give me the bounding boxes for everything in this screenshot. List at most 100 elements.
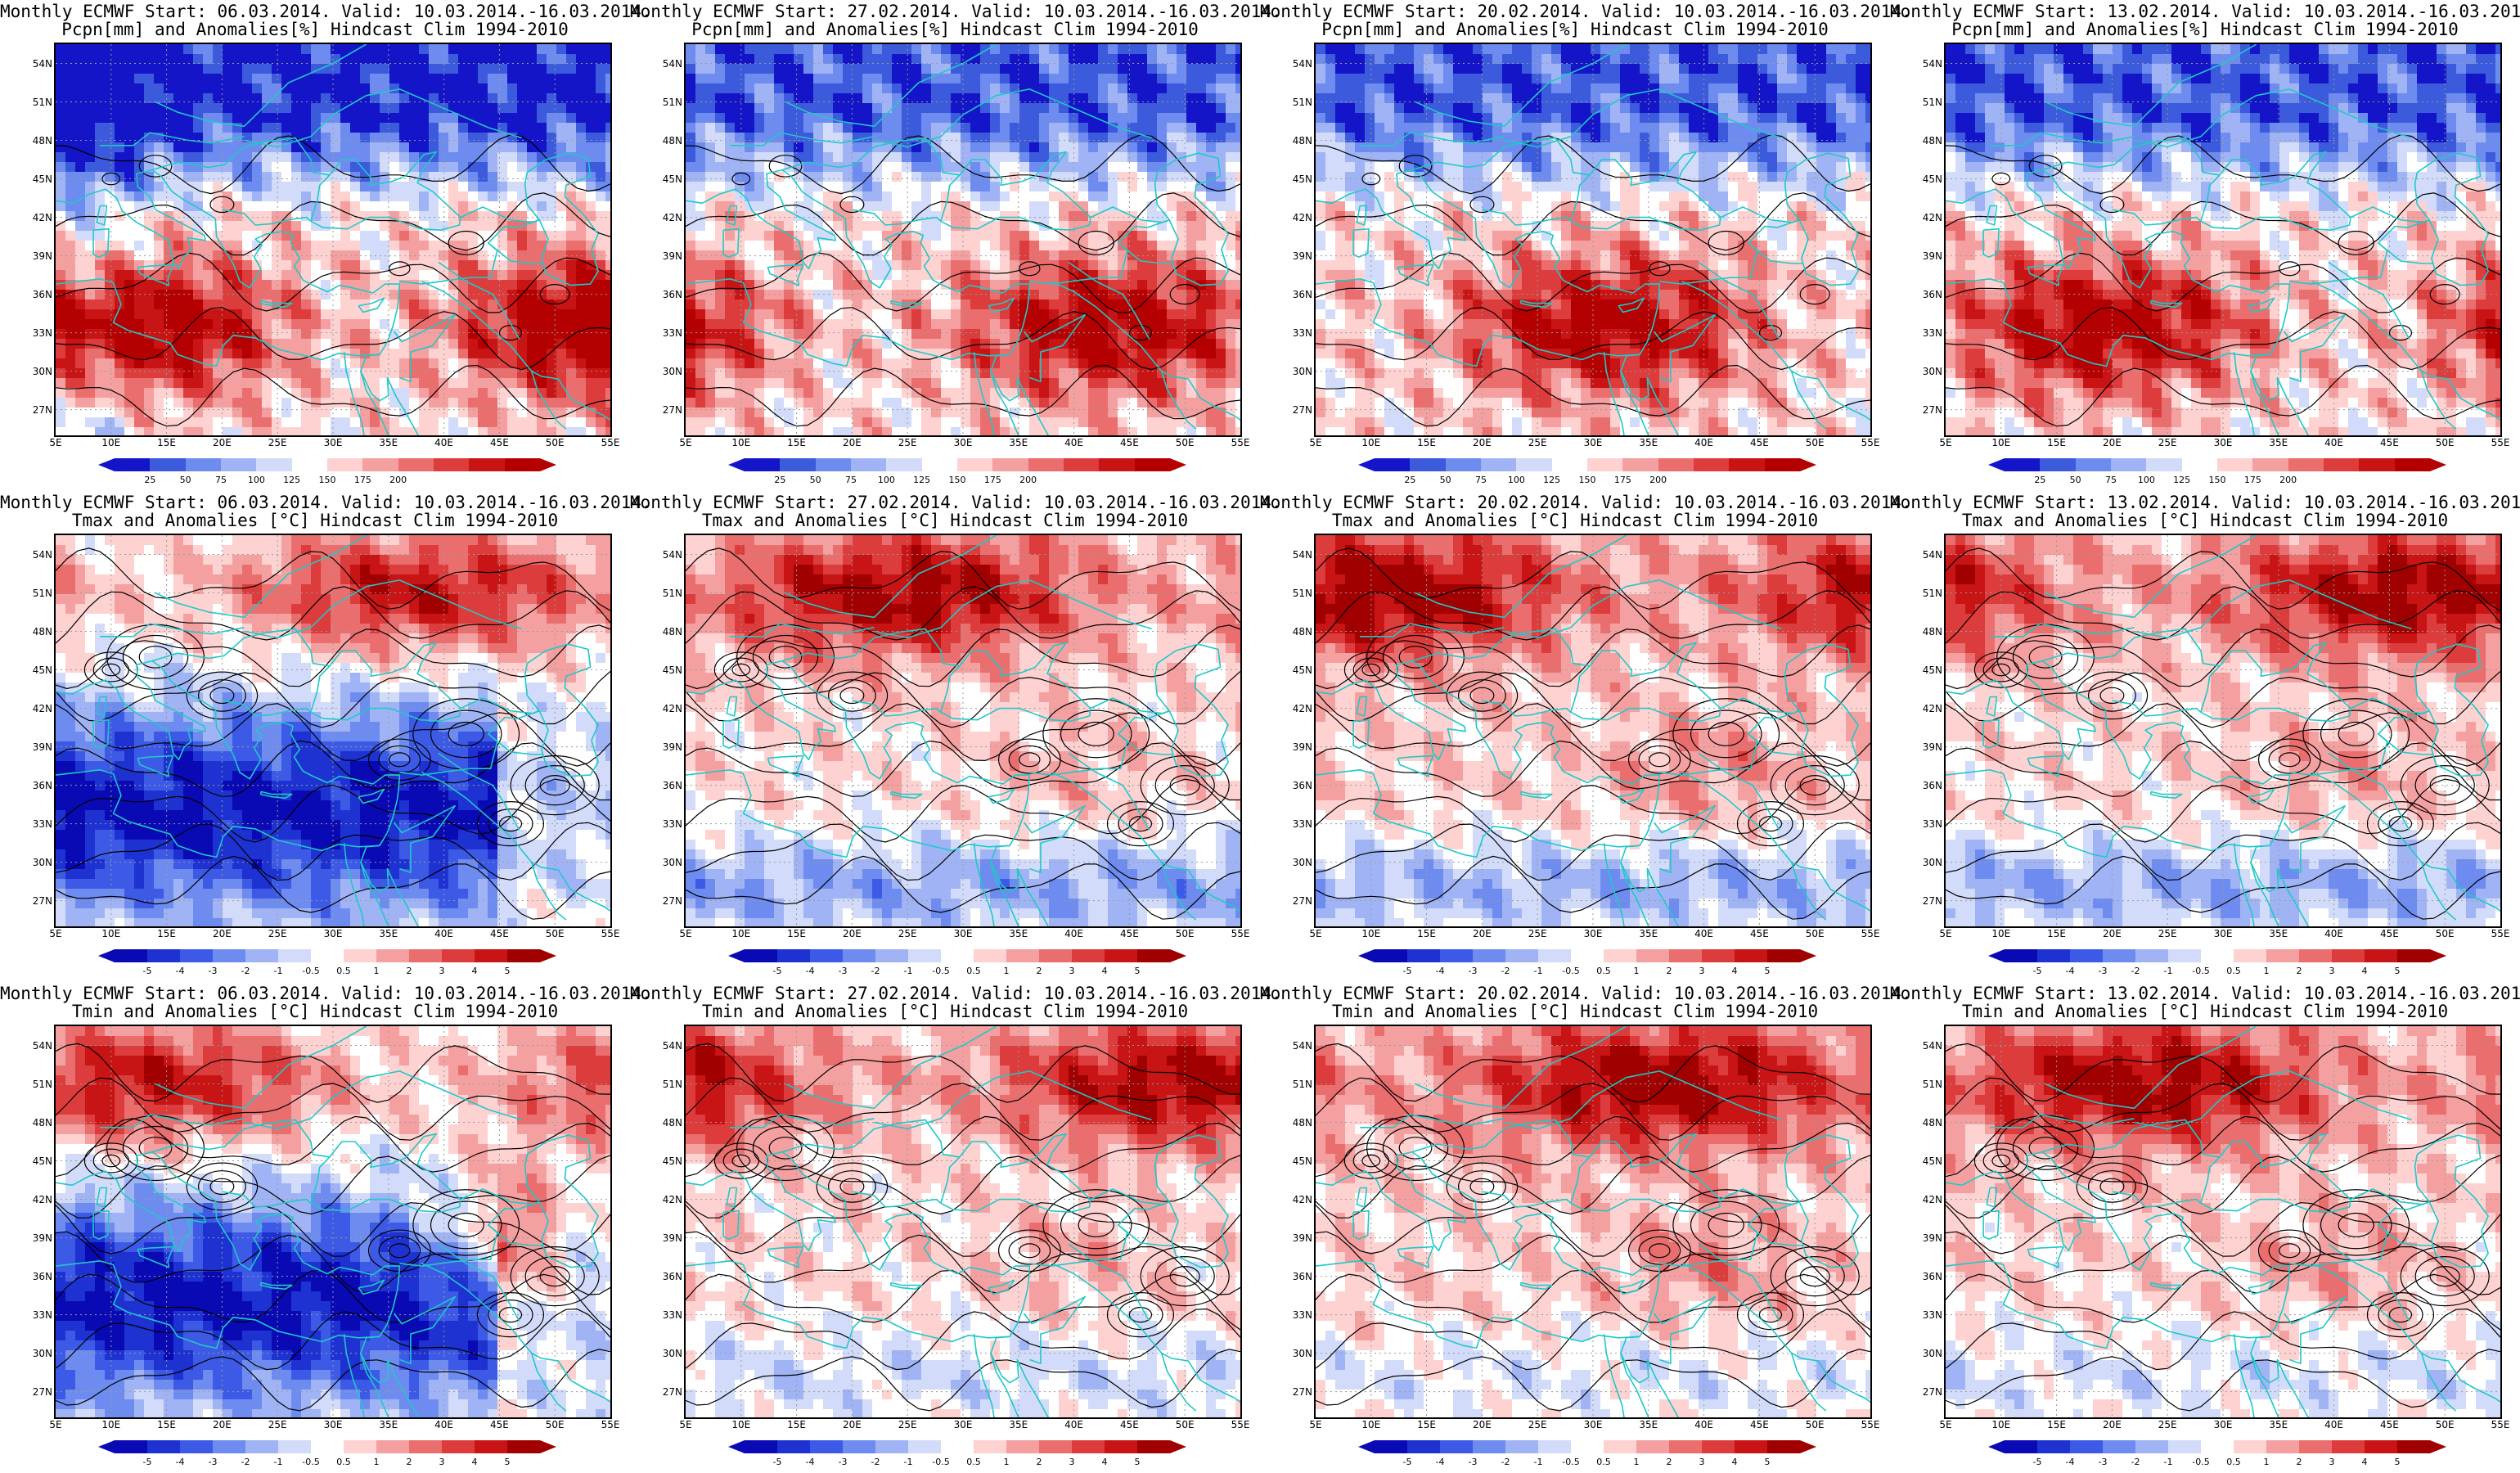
lat-tick-label: 51N [7, 97, 52, 107]
lat-tick-label: 27N [1897, 1387, 1942, 1397]
panel-variable-title: Tmax and Anomalies [°C] Hindcast Clim 19… [630, 511, 1260, 530]
lat-tick-label: 51N [7, 588, 52, 598]
lon-tick-label: 45E [1113, 437, 1145, 448]
anomaly-shading [56, 44, 610, 435]
colorbar-cell [2299, 1440, 2332, 1453]
colorbar-label: 75 [215, 475, 227, 485]
lat-tick-label: 42N [637, 704, 682, 714]
lat-tick-label: 54N [7, 1041, 52, 1051]
anomaly-map-canvas [686, 1026, 1240, 1417]
lat-tick-label: 51N [637, 588, 682, 598]
lon-tick-label: 10E [1355, 1419, 1388, 1430]
colorbar-cell [245, 949, 278, 962]
colorbar-cell [376, 949, 409, 962]
lon-tick-label: 35E [1002, 928, 1035, 939]
lon-tick-label: 30E [947, 1419, 979, 1430]
forecast-panel: Monthly ECMWF Start: 20.02.2014. Valid: … [1260, 982, 1912, 1473]
colorbar-cell [1099, 458, 1135, 471]
colorbar-cell [843, 949, 875, 962]
colorbar-label: 1 [1004, 966, 1010, 976]
colorbar-cell [2266, 949, 2299, 962]
lon-tick-label: 20E [205, 928, 238, 939]
colorbar-label: 4 [2362, 966, 2368, 976]
lon-tick-label: 55E [1854, 1419, 1887, 1430]
climatology-contours [1946, 134, 2500, 427]
colorbar-cell [1586, 458, 1623, 471]
lon-tick-label: 35E [372, 928, 405, 939]
lon-tick-label: 50E [538, 928, 571, 939]
colorbar-label: -3 [209, 1457, 218, 1467]
lat-tick-label: 45N [1267, 665, 1312, 675]
coastlines [1316, 1026, 1870, 1417]
colorbar-cell [1039, 1440, 1072, 1453]
lon-tick-label: 30E [317, 1419, 349, 1430]
lon-tick-label: 35E [1002, 1419, 1035, 1430]
colorbar-cells [1375, 949, 1800, 962]
colorbar-left-cap [1988, 1440, 2005, 1453]
colorbar-label: -1 [904, 966, 913, 976]
colorbar-label: 2 [2297, 1457, 2302, 1467]
coastlines [1946, 1026, 2500, 1417]
panel-header-title: Monthly ECMWF Start: 20.02.2014. Valid: … [1260, 984, 1912, 1003]
lat-tick-label: 33N [1897, 1310, 1942, 1320]
lat-tick-label: 51N [1897, 1079, 1942, 1089]
colorbar-cell [908, 949, 941, 962]
colorbar-cell [2005, 949, 2037, 962]
lat-tick-label: 54N [637, 550, 682, 560]
colorbar-label: -4 [806, 966, 815, 976]
colorbar-label: 3 [439, 1457, 445, 1467]
climatology-contours [1316, 1043, 1870, 1412]
lat-tick-label: 39N [1897, 742, 1942, 752]
lon-tick-label: 5E [669, 928, 702, 939]
colorbar-label: 5 [2395, 1457, 2401, 1467]
colorbar: 25 50 75 100 125 150 175 200 [1988, 458, 2446, 491]
colorbar-label: 5 [1135, 1457, 1141, 1467]
lon-tick-label: 50E [538, 1419, 571, 1430]
colorbar: -5 -4 -3 -2 -1 -0.5 0.5 1 2 3 4 5 [98, 1440, 556, 1473]
panel-header-title: Monthly ECMWF Start: 27.02.2014. Valid: … [630, 2, 1282, 21]
colorbar-label: -4 [1436, 966, 1445, 976]
lat-lon-grid [1316, 44, 1870, 435]
anomaly-map-canvas [686, 535, 1240, 926]
lon-tick-label: 10E [725, 1419, 758, 1430]
colorbar-cell [2323, 458, 2360, 471]
lat-tick-label: 54N [7, 550, 52, 560]
lat-tick-label: 42N [637, 1195, 682, 1205]
lat-tick-label: 45N [7, 1156, 52, 1166]
coastlines [1316, 535, 1870, 926]
colorbar-cell [326, 458, 363, 471]
lat-lon-grid [1316, 1026, 1870, 1417]
lat-tick-label: 48N [637, 1118, 682, 1128]
colorbar-label: -2 [871, 1457, 880, 1467]
lat-tick-label: 30N [637, 858, 682, 867]
colorbar-cell [291, 458, 327, 471]
colorbar-label: -4 [2066, 1457, 2075, 1467]
colorbar-cell [2365, 1440, 2397, 1453]
lon-tick-label: 10E [95, 928, 128, 939]
anomaly-map [684, 1025, 1242, 1419]
anomaly-map [54, 1025, 612, 1419]
colorbar-cell [886, 458, 922, 471]
lat-tick-label: 30N [1267, 858, 1312, 867]
colorbar-label: -3 [839, 1457, 848, 1467]
lon-tick-label: 40E [2318, 437, 2351, 448]
colorbar-cell [442, 949, 475, 962]
colorbar-label: 0.5 [2226, 966, 2241, 976]
colorbar-cell [180, 949, 213, 962]
colorbar-cell [1516, 458, 1552, 471]
lon-tick-label: 30E [317, 928, 349, 939]
lon-tick-label: 25E [261, 928, 294, 939]
forecast-panel: Monthly ECMWF Start: 27.02.2014. Valid: … [630, 491, 1282, 982]
lon-tick-label: 5E [669, 437, 702, 448]
lat-tick-label: 45N [1897, 1156, 1942, 1166]
lat-tick-label: 45N [637, 1156, 682, 1166]
colorbar-right-cap [2430, 1440, 2446, 1453]
lat-tick-label: 45N [637, 174, 682, 184]
coastlines [686, 44, 1240, 435]
colorbar-cell [475, 1440, 507, 1453]
colorbar-cell [780, 458, 816, 471]
lon-tick-label: 20E [1465, 928, 1498, 939]
lon-tick-label: 40E [1688, 437, 1721, 448]
anomaly-map [1944, 43, 2502, 437]
colorbar-cell [1006, 1440, 1039, 1453]
